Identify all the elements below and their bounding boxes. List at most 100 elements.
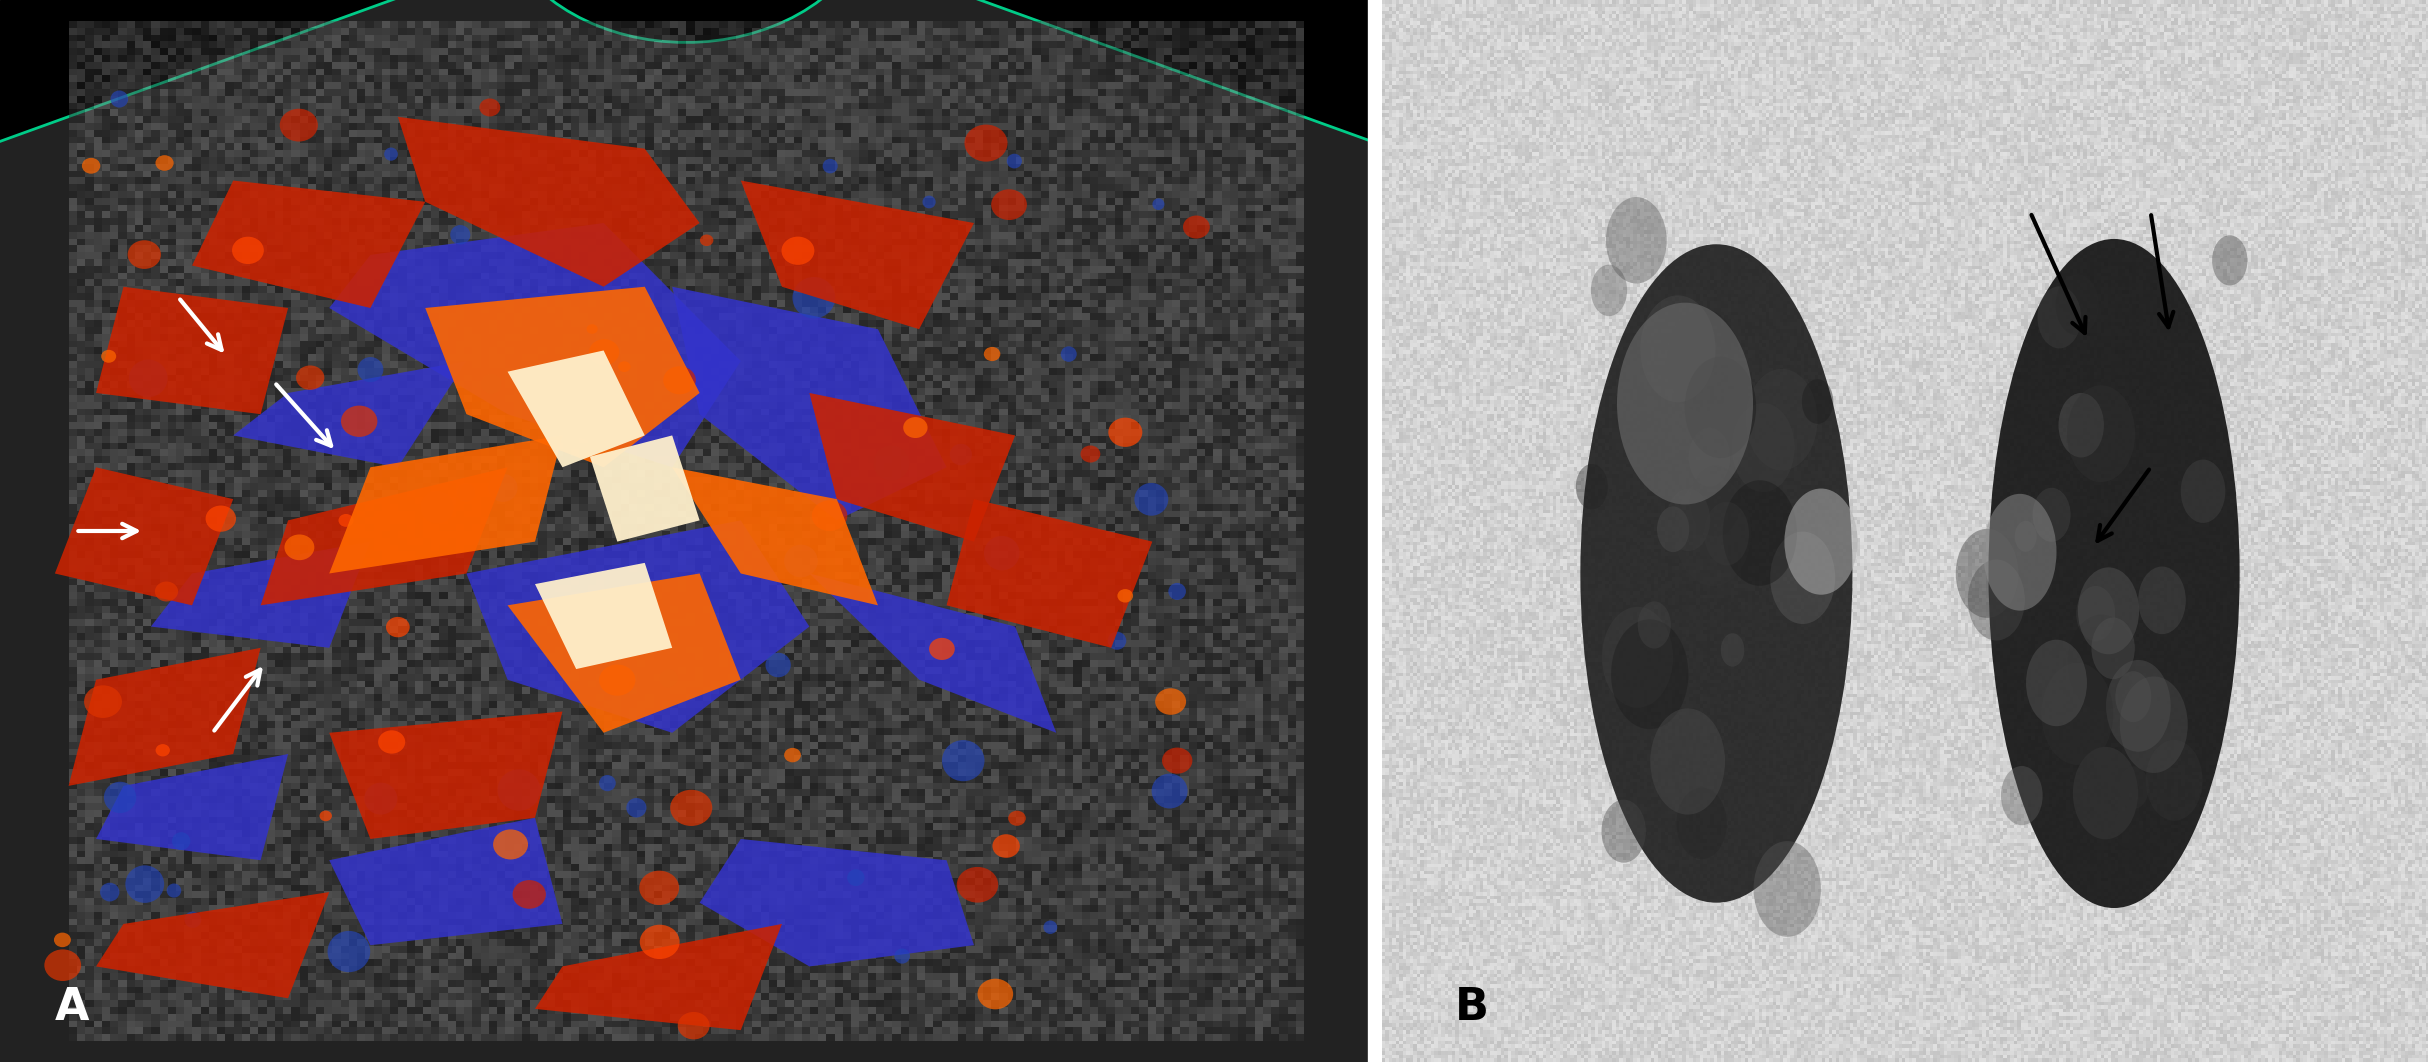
- Ellipse shape: [942, 740, 983, 782]
- Polygon shape: [330, 818, 563, 945]
- Polygon shape: [507, 350, 646, 467]
- Ellipse shape: [600, 665, 636, 696]
- Ellipse shape: [1008, 154, 1022, 169]
- Ellipse shape: [1668, 309, 1741, 412]
- Ellipse shape: [2025, 639, 2088, 726]
- Ellipse shape: [129, 240, 160, 269]
- Ellipse shape: [1690, 465, 1741, 536]
- Polygon shape: [590, 435, 699, 542]
- Ellipse shape: [1107, 417, 1141, 447]
- Ellipse shape: [1675, 477, 1751, 586]
- Ellipse shape: [337, 514, 354, 527]
- Ellipse shape: [1168, 583, 1185, 600]
- Ellipse shape: [449, 225, 471, 244]
- Polygon shape: [330, 435, 563, 573]
- Ellipse shape: [660, 670, 677, 687]
- Polygon shape: [809, 393, 1015, 542]
- Ellipse shape: [1641, 295, 1717, 402]
- Ellipse shape: [498, 769, 541, 810]
- Ellipse shape: [155, 582, 177, 601]
- Polygon shape: [192, 181, 425, 308]
- Ellipse shape: [765, 653, 792, 678]
- Ellipse shape: [1984, 494, 2057, 611]
- Ellipse shape: [420, 491, 454, 524]
- Polygon shape: [741, 181, 974, 329]
- Ellipse shape: [2120, 676, 2188, 773]
- Ellipse shape: [619, 361, 631, 372]
- Ellipse shape: [488, 474, 517, 502]
- Ellipse shape: [2059, 393, 2105, 458]
- Ellipse shape: [903, 417, 927, 438]
- Ellipse shape: [2069, 615, 2134, 710]
- Ellipse shape: [2115, 807, 2144, 849]
- Ellipse shape: [481, 374, 500, 394]
- Ellipse shape: [379, 731, 405, 754]
- Ellipse shape: [811, 500, 847, 531]
- Ellipse shape: [1156, 688, 1187, 715]
- Polygon shape: [233, 361, 466, 467]
- Ellipse shape: [1107, 632, 1127, 650]
- Ellipse shape: [2076, 586, 2115, 641]
- Ellipse shape: [991, 189, 1027, 220]
- Ellipse shape: [1746, 369, 1819, 470]
- Ellipse shape: [1617, 303, 1753, 504]
- Polygon shape: [673, 467, 879, 605]
- Ellipse shape: [1802, 379, 1833, 424]
- Ellipse shape: [1687, 428, 1731, 486]
- Ellipse shape: [478, 99, 500, 117]
- Ellipse shape: [847, 870, 864, 886]
- Ellipse shape: [1134, 483, 1168, 516]
- Ellipse shape: [1581, 244, 1853, 903]
- Polygon shape: [97, 287, 289, 414]
- Ellipse shape: [823, 159, 838, 173]
- Ellipse shape: [699, 235, 714, 246]
- Ellipse shape: [1080, 445, 1100, 463]
- Ellipse shape: [100, 883, 119, 902]
- Ellipse shape: [1770, 532, 1836, 624]
- Ellipse shape: [155, 744, 170, 756]
- Ellipse shape: [85, 685, 121, 718]
- Polygon shape: [97, 892, 330, 998]
- Polygon shape: [398, 117, 699, 287]
- Ellipse shape: [1576, 464, 1607, 510]
- Ellipse shape: [2057, 274, 2098, 336]
- Ellipse shape: [2032, 487, 2071, 542]
- Ellipse shape: [185, 911, 202, 928]
- Ellipse shape: [2001, 766, 2042, 825]
- Ellipse shape: [102, 349, 117, 363]
- Ellipse shape: [1061, 346, 1076, 362]
- Ellipse shape: [957, 867, 998, 903]
- Ellipse shape: [340, 406, 376, 436]
- Ellipse shape: [1590, 264, 1627, 316]
- Ellipse shape: [126, 866, 165, 903]
- Ellipse shape: [1163, 748, 1192, 774]
- Ellipse shape: [1989, 239, 2239, 908]
- Ellipse shape: [493, 829, 527, 859]
- Ellipse shape: [168, 884, 182, 897]
- Ellipse shape: [894, 948, 910, 963]
- Ellipse shape: [930, 638, 954, 660]
- Ellipse shape: [1153, 199, 1165, 210]
- Ellipse shape: [1753, 841, 1821, 937]
- Ellipse shape: [1044, 921, 1056, 933]
- Ellipse shape: [1675, 788, 1726, 859]
- Ellipse shape: [2015, 520, 2037, 552]
- Polygon shape: [947, 499, 1153, 648]
- Polygon shape: [534, 563, 673, 669]
- Ellipse shape: [949, 444, 971, 465]
- Ellipse shape: [626, 798, 646, 818]
- Ellipse shape: [2042, 663, 2112, 765]
- Polygon shape: [507, 573, 741, 733]
- Ellipse shape: [2120, 766, 2149, 809]
- Ellipse shape: [677, 1012, 709, 1040]
- Ellipse shape: [320, 810, 333, 821]
- Ellipse shape: [284, 534, 313, 560]
- Ellipse shape: [1704, 501, 1748, 565]
- Ellipse shape: [1605, 198, 1666, 284]
- Ellipse shape: [386, 617, 410, 637]
- Ellipse shape: [639, 871, 680, 905]
- Ellipse shape: [2078, 567, 2139, 654]
- Ellipse shape: [44, 949, 80, 981]
- Ellipse shape: [600, 775, 617, 791]
- Polygon shape: [534, 924, 782, 1030]
